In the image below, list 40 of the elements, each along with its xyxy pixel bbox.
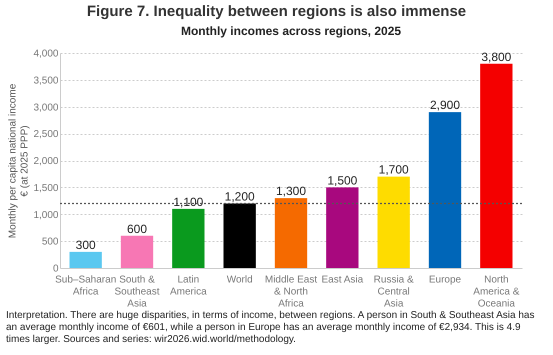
bar <box>480 64 513 268</box>
y-tick-label: 1,500 <box>33 182 59 194</box>
bar <box>377 176 410 268</box>
bar <box>172 208 205 268</box>
y-tick-label: 3,000 <box>33 102 59 114</box>
y-tick-label: 500 <box>42 236 59 248</box>
chart-subtitle: Monthly incomes across regions, 2025 <box>180 24 402 38</box>
data-label: 1,700 <box>378 162 410 177</box>
x-tick-label: South & Southeast Asia <box>114 274 160 310</box>
x-tick-label: Russia & Central Asia <box>374 274 414 310</box>
chart-title: Figure 7. Inequality between regions is also immense <box>86 3 468 22</box>
data-label: 1,500 <box>327 173 358 188</box>
bar <box>69 252 102 268</box>
data-label: 2,900 <box>430 98 460 112</box>
y-tick-label: 0 <box>52 264 59 274</box>
x-tick-label: Latin America <box>170 274 208 298</box>
data-label: 1,100 <box>173 194 204 209</box>
data-label: 1,300 <box>276 184 306 198</box>
bar <box>223 204 256 268</box>
data-label: 1,200 <box>224 190 256 204</box>
x-tick-label: Middle East & North Africa <box>264 274 318 310</box>
bar <box>428 112 462 268</box>
y-axis-title: Monthly per capita national income € (at 2025 PPP) <box>7 83 30 238</box>
y-tick-label: 4,000 <box>33 48 59 60</box>
x-tick-label: World <box>226 274 253 286</box>
bar <box>274 198 308 268</box>
x-tick-label: Europe <box>428 274 462 286</box>
text: Interpretation. There are huge disparities, in terms of income, between regions. A person in South & Southeast Asia has an average monthly income of €601, while a person in Europe has an average monthly income of €2,934. This is 4.9 times larger. Sources and series: wir2026.wid.world/methodology. <box>6 310 536 346</box>
y-tick-label: 1,000 <box>33 210 59 221</box>
bar <box>120 236 154 268</box>
x-tick-label: East Asia <box>321 274 364 286</box>
x-tick-label: Sub–Saharan Africa <box>55 274 116 298</box>
data-label: 300 <box>76 238 96 252</box>
y-tick-label: 2,500 <box>33 129 59 140</box>
data-label: 3,800 <box>481 50 512 64</box>
y-tick-label: 3,500 <box>33 75 59 86</box>
data-label: 600 <box>126 222 148 236</box>
bar <box>326 187 359 268</box>
y-tick-label: 2,000 <box>33 156 59 167</box>
x-tick-label: North America & Oceania <box>473 274 520 310</box>
